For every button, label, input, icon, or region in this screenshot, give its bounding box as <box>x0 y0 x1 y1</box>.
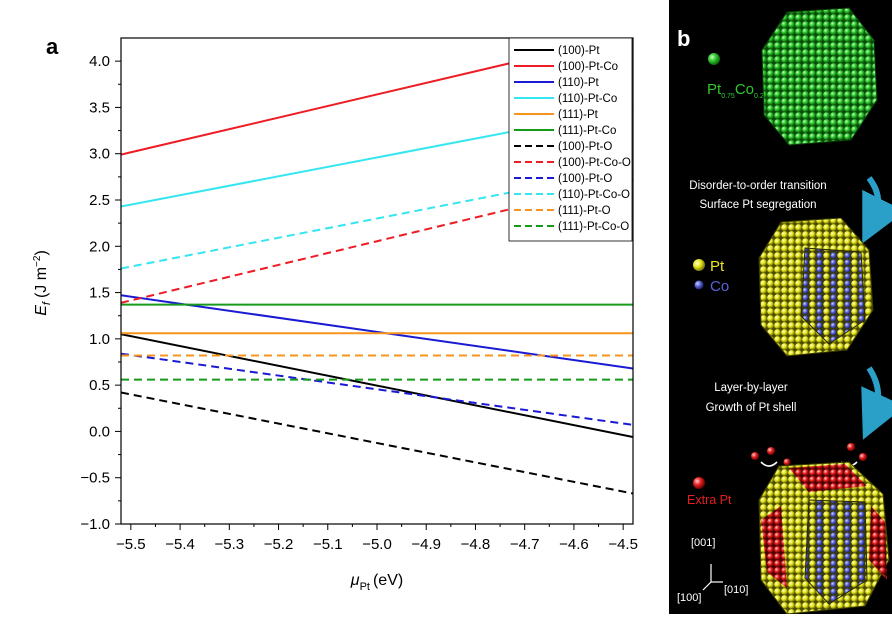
legend-entry: (111)-Pt <box>514 109 599 121</box>
series-line-3 <box>121 294 633 370</box>
x-tick-label: −5.5 <box>116 536 146 553</box>
legend-entry: (110)-Pt-Co-O <box>514 189 630 201</box>
line-chart: a −5.5 −5.4 −5.3 −5.2 −5.1 −5.0 −4.9 −4.8 −4.7 −4… <box>32 34 638 593</box>
y-tick-label: 0.0 <box>89 423 110 440</box>
co-atom-icon <box>694 280 704 290</box>
deposition-arrow-left-icon <box>760 461 778 467</box>
alloy-atom-icon <box>708 53 720 65</box>
process-arrow-1 <box>862 176 892 244</box>
legend-label: (100)-Pt-Co-O <box>558 157 631 169</box>
x-tick-label: −5.0 <box>362 536 392 553</box>
legend-entry: (100)-Pt-Co-O <box>514 157 631 169</box>
series-layer <box>121 38 633 495</box>
y-tick-label: 1.0 <box>89 331 110 348</box>
nanoparticle-schematic: b Pt0.75Co0.25 Disorder-to-order transit… <box>677 7 892 614</box>
legend-label: (110)-Pt-Co-O <box>558 189 630 201</box>
legend-entry: (111)-Pt-O <box>514 205 611 217</box>
legend-entry: (110)-Pt-Co <box>514 93 617 105</box>
legend-label: (100)-Pt-O <box>558 173 612 185</box>
series-line-8 <box>121 178 633 304</box>
core-shell-cutaway <box>804 499 868 605</box>
pt-atom-icon <box>693 259 705 271</box>
y-axis-label: Ef(J m−2) <box>32 250 53 316</box>
y-tick-label: 0.5 <box>89 377 110 394</box>
x-axis-label: μPt (eV) <box>350 572 403 593</box>
y-tick-label: 2.5 <box>89 192 110 209</box>
y-tick-label: −0.5 <box>80 470 110 487</box>
x-tick-label: −4.8 <box>461 536 491 553</box>
x-tick-label: −5.2 <box>264 536 294 553</box>
red-facet-right <box>869 506 887 580</box>
x-tick-label: −4.5 <box>608 536 638 553</box>
extra-pt-label: Extra Pt <box>687 493 732 507</box>
process-arrow-2 <box>861 366 892 440</box>
legend-label: (100)-Pt-Co <box>558 61 618 73</box>
panel-a-label: a <box>46 34 59 59</box>
legend-label: (111)-Pt-O <box>558 205 611 217</box>
legend-entry: (100)-Pt-O <box>514 141 612 153</box>
panel-b: b Pt0.75Co0.25 Disorder-to-order transit… <box>669 0 892 614</box>
y-tick-label: −1.0 <box>80 516 110 533</box>
axis-001-label: [001] <box>691 537 715 549</box>
x-tick-label: −5.4 <box>165 536 195 553</box>
legend-co-label: Co <box>710 278 729 295</box>
y-tick-label: 2.0 <box>89 238 110 255</box>
extra-pt-atom-1 <box>751 452 759 460</box>
alloy-formula: Pt0.75Co0.25 <box>707 81 768 100</box>
y-tick-label: 1.5 <box>89 285 110 302</box>
y-axis: −1.0 −0.5 0.0 0.5 1.0 1.5 2.0 2.5 3.0 3.5 4.0 <box>80 53 121 533</box>
y-tick-label: 3.0 <box>89 146 110 163</box>
step1-line2: Surface Pt segregation <box>700 199 817 211</box>
series-line-1 <box>121 333 633 438</box>
series-line-9 <box>121 352 633 426</box>
axis-010-label: [010] <box>724 584 748 596</box>
x-tick-label: −5.1 <box>313 536 343 553</box>
legend-label: (110)-Pt-Co <box>558 93 617 105</box>
y-tick-label: 3.5 <box>89 99 110 116</box>
step2-line2: Growth of Pt shell <box>706 402 797 414</box>
legend-label: (100)-Pt-O <box>558 141 612 153</box>
extra-pt-atom-5 <box>859 453 867 461</box>
y-tick-label: 4.0 <box>89 53 110 70</box>
legend-label: (100)-Pt <box>558 45 600 57</box>
legend-entry: (111)-Pt-Co <box>514 125 616 137</box>
red-facet-left <box>761 506 787 588</box>
x-tick-label: −5.3 <box>214 536 244 553</box>
crystal-axes-icon <box>702 564 723 591</box>
legend-entry: (100)-Pt-O <box>514 173 612 185</box>
step2-line1: Layer-by-layer <box>714 382 788 394</box>
legend-entry: (111)-Pt-Co-O <box>514 221 629 233</box>
legend-entry: (110)-Pt <box>514 77 599 89</box>
x-tick-label: −4.6 <box>559 536 589 553</box>
legend-entry: (100)-Pt-Co <box>514 61 618 73</box>
extra-pt-atom-4 <box>847 443 855 451</box>
legend-entry: (100)-Pt <box>514 45 600 57</box>
series-line-7 <box>121 391 633 495</box>
alloy-nanoparticle <box>761 7 878 146</box>
legend-label: (111)-Pt <box>558 109 599 121</box>
legend-box <box>508 37 633 242</box>
extra-pt-atom-2 <box>767 447 775 455</box>
step1-line1: Disorder-to-order transition <box>689 180 826 192</box>
x-axis: −5.5 −5.4 −5.3 −5.2 −5.1 −5.0 −4.9 −4.8 −4.7 −4.6… <box>116 524 638 553</box>
extra-pt-atom-3 <box>783 458 791 466</box>
legend-label: (111)-Pt-Co <box>558 125 616 137</box>
panel-a: a −5.5 −5.4 −5.3 −5.2 −5.1 −5.0 −4.9 −4.8 −4.7 −4… <box>32 34 638 593</box>
legend-items: (100)-Pt (100)-Pt-Co (110)-Pt (110)-Pt-Co (1… <box>514 45 631 233</box>
panel-b-label: b <box>677 26 690 51</box>
legend-label: (111)-Pt-Co-O <box>558 221 629 233</box>
ordered-core-cutaway <box>800 247 866 345</box>
legend-pt-label: Pt <box>710 258 725 275</box>
axis-100-label: [100] <box>677 592 701 604</box>
extra-pt-icon <box>693 477 705 489</box>
x-tick-label: −4.7 <box>510 536 540 553</box>
x-tick-label: −4.9 <box>411 536 441 553</box>
chart-legend: (100)-Pt (100)-Pt-Co (110)-Pt (110)-Pt-Co (1… <box>508 37 633 242</box>
legend-label: (110)-Pt <box>558 77 599 89</box>
red-facet-top <box>789 464 867 492</box>
